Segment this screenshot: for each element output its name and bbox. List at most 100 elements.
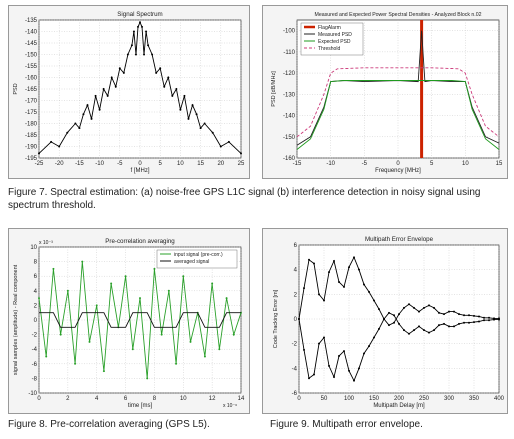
legend-label: averaged signal	[174, 259, 209, 265]
x-tick-label: 6	[124, 396, 128, 402]
x-tick-label: -15	[75, 161, 84, 167]
legend-label: input signal (pre-corr.)	[174, 252, 223, 258]
figure9-caption: Figure 9. Multipath error envelope.	[270, 419, 423, 430]
data-point	[182, 275, 185, 278]
data-point	[124, 275, 127, 278]
y-tick-label: -140	[25, 30, 38, 36]
legend-label: Measured PSD	[318, 32, 352, 38]
data-point	[167, 76, 170, 79]
data-point	[195, 113, 198, 116]
y-tick-label: -10	[28, 391, 37, 397]
data-point	[313, 373, 315, 376]
data-point	[428, 304, 430, 307]
x-tick-label: 0	[297, 396, 301, 402]
x-tick-label: 5	[430, 161, 434, 167]
data-point	[232, 333, 235, 336]
y-multiplier-label: x 10⁻³	[39, 240, 53, 246]
data-point	[308, 258, 310, 261]
data-point	[175, 362, 178, 365]
data-point	[313, 262, 315, 265]
data-point	[126, 53, 129, 56]
data-point	[45, 355, 48, 358]
data-point	[468, 321, 470, 324]
legend-label: Expected PSD	[318, 39, 351, 45]
data-point	[378, 327, 380, 330]
x-tick-label: 5	[159, 161, 163, 167]
data-point	[122, 71, 125, 74]
x-tick-label: 0	[37, 396, 41, 402]
data-point	[453, 310, 455, 313]
data-point	[323, 299, 325, 302]
data-point	[74, 362, 77, 365]
multipath-envelope-chart: 0 50 100 150 200 250 300 350 400 6 4 2 0 -2 -4 -6 Multip…	[273, 236, 505, 409]
data-point	[318, 293, 320, 296]
data-point	[483, 316, 485, 319]
legend-box	[156, 249, 238, 269]
data-point	[151, 53, 154, 56]
y-axis-label: PSD	[13, 83, 19, 94]
series-line	[296, 67, 500, 138]
data-point	[423, 329, 425, 332]
data-point	[240, 152, 242, 155]
x-tick-label: 300	[444, 396, 455, 402]
data-point	[153, 267, 156, 270]
data-point	[183, 94, 186, 97]
data-point	[473, 314, 475, 317]
data-point	[102, 370, 105, 373]
data-point	[147, 44, 150, 47]
data-point	[187, 117, 190, 120]
y-tick-label: -170	[25, 99, 38, 105]
y-tick-label: -185	[25, 133, 38, 139]
x-tick-label: 25	[238, 161, 245, 167]
y-tick-label: -4	[32, 347, 38, 353]
data-point	[303, 287, 305, 290]
data-point	[52, 267, 55, 270]
y-tick-label: 4	[34, 289, 38, 295]
x-axis-label: f [MHz]	[131, 168, 150, 174]
data-point	[225, 297, 228, 300]
data-point	[227, 140, 230, 143]
data-point	[203, 355, 206, 358]
data-point	[102, 88, 105, 90]
y-tick-label: -130	[283, 92, 296, 98]
data-point	[155, 71, 158, 74]
y-tick-label: -6	[32, 362, 38, 368]
data-point	[139, 297, 141, 300]
data-point	[348, 369, 350, 372]
data-point	[323, 336, 325, 339]
data-point	[189, 340, 192, 343]
figure9-panel: 0 50 100 150 200 250 300 350 400 6 4 2 0 -2 -4 -6 Multip…	[262, 228, 508, 414]
data-point	[211, 282, 214, 285]
y-tick-label: 6	[294, 243, 298, 249]
data-point	[498, 318, 500, 321]
data-point	[403, 329, 405, 332]
y-tick-label: 2	[294, 292, 298, 298]
data-point	[160, 333, 163, 336]
x-tick-label: -20	[55, 161, 64, 167]
y-tick-label: 8	[34, 260, 38, 266]
figure7-caption: Figure 7. Spectral estimation: (a) noise…	[8, 187, 481, 211]
x-tick-label: 8	[153, 396, 157, 402]
y-axis-label: signal samples (amplitude) - Real compon…	[13, 264, 19, 375]
x-axis-label: Multipath Delay [m]	[373, 403, 425, 409]
x-tick-label: -10	[326, 161, 335, 167]
y-tick-label: 6	[34, 274, 38, 280]
data-point	[145, 30, 148, 33]
data-point	[363, 352, 365, 355]
data-point	[418, 325, 420, 328]
data-point	[199, 127, 202, 130]
chart-title: Pre-correlation averaging	[105, 238, 175, 245]
data-point	[368, 345, 370, 348]
data-point	[141, 25, 144, 28]
data-point	[95, 304, 98, 307]
data-point	[343, 285, 345, 288]
data-point	[358, 268, 360, 271]
chart-title: Measured and Expected Power Spectral Den…	[315, 12, 482, 18]
data-point	[373, 299, 375, 302]
data-point	[473, 321, 475, 324]
data-point	[448, 325, 450, 328]
data-point	[393, 314, 395, 317]
y-tick-label: -140	[283, 114, 296, 120]
x-tick-label: 20	[217, 161, 224, 167]
data-point	[298, 318, 300, 320]
